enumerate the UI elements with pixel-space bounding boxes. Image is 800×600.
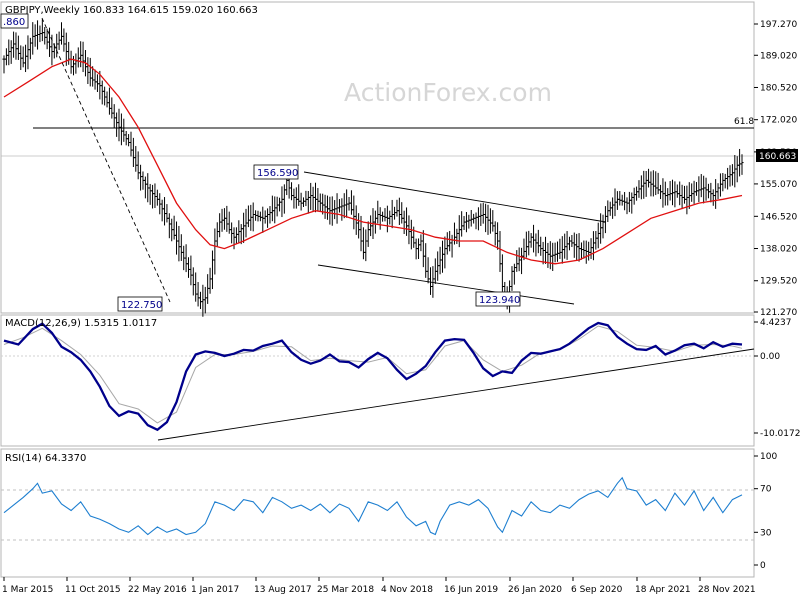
macd-tick-label: 0.00 [760,352,780,362]
x-axis: 1 Mar 2015 11 Oct 2015 22 May 2016 1 Jan 20… [2,577,756,595]
channel-lower-line [317,264,575,305]
decline-dashed-line [41,17,171,303]
low-2016-label-box: 122.750 [117,296,163,312]
x-tick-label: 11 Oct 2015 [65,585,121,595]
last-price-value: 160.663 [759,152,796,162]
macd-trendline [157,348,755,441]
x-tick-label: 4 Nov 2018 [381,585,433,595]
price-header: GBPJPY,Weekly 160.833 164.615 159.020 16… [5,5,258,16]
macd-line [3,321,743,432]
x-tick-label: 1 Jan 2017 [191,585,239,595]
rsi-line [3,476,743,536]
x-tick-label: 1 Mar 2015 [2,585,53,595]
high-label: .860 [3,17,25,28]
rsi-panel [0,448,755,578]
x-tick-label: 6 Sep 2020 [571,585,623,595]
macd-signal-line [3,325,743,424]
x-tick-label: 18 Apr 2021 [635,585,691,595]
price-tick-label: 155.070 [760,180,797,190]
x-tick-label: 28 Nov 2021 [698,585,756,595]
price-bars [2,19,744,317]
moving-average-line [3,58,743,265]
price-tick-label: 180.520 [760,83,797,93]
macd-panel [0,314,755,447]
price-tick-label: 189.020 [760,51,797,61]
x-tick-label: 13 Aug 2017 [254,585,312,595]
ohlc-bar [740,154,744,175]
fib-label: 61.8 [734,117,754,127]
low-2020-label-box: 123.940 [475,291,521,307]
x-tick-label: 22 May 2016 [128,585,187,595]
macd-tick-label: 4.4237 [760,318,792,328]
high-2017-label-box: 156.590 [253,164,299,180]
price-tick-label: 197.270 [760,20,797,30]
channel-upper-line [303,171,607,223]
macd-axis: 4.4237 0.00 -10.0172 [754,318,800,439]
high-2017-label: 156.590 [257,168,298,179]
price-tick-label: 146.520 [760,212,797,222]
rsi-tick-label: 70 [760,485,772,495]
price-tick-label: 138.020 [760,245,797,255]
price-panel [0,1,755,314]
watermark: ActionForex.com [344,78,552,107]
high-label-box: .860 [0,13,29,29]
macd-header: MACD(12,26,9) 1.5315 1.0117 [5,318,157,329]
rsi-header: RSI(14) 64.3370 [5,453,86,464]
price-tick-label: 129.520 [760,277,797,287]
last-price-tag: 160.663 [756,149,798,162]
price-tick-label: 172.020 [760,116,797,126]
x-tick-label: 25 Mar 2018 [317,585,374,595]
rsi-tick-label: 30 [760,528,772,538]
rsi-axis: 100 70 30 0 [754,452,777,571]
macd-tick-label: -10.0172 [760,429,800,439]
rsi-tick-label: 100 [760,452,777,462]
low-2020-label: 123.940 [479,295,520,306]
x-tick-label: 16 Jun 2019 [444,585,498,595]
x-tick-label: 26 Jan 2020 [508,585,562,595]
rsi-tick-label: 0 [760,561,766,571]
price-tick-label: 121.270 [760,308,797,318]
low-2016-label: 122.750 [121,300,162,311]
